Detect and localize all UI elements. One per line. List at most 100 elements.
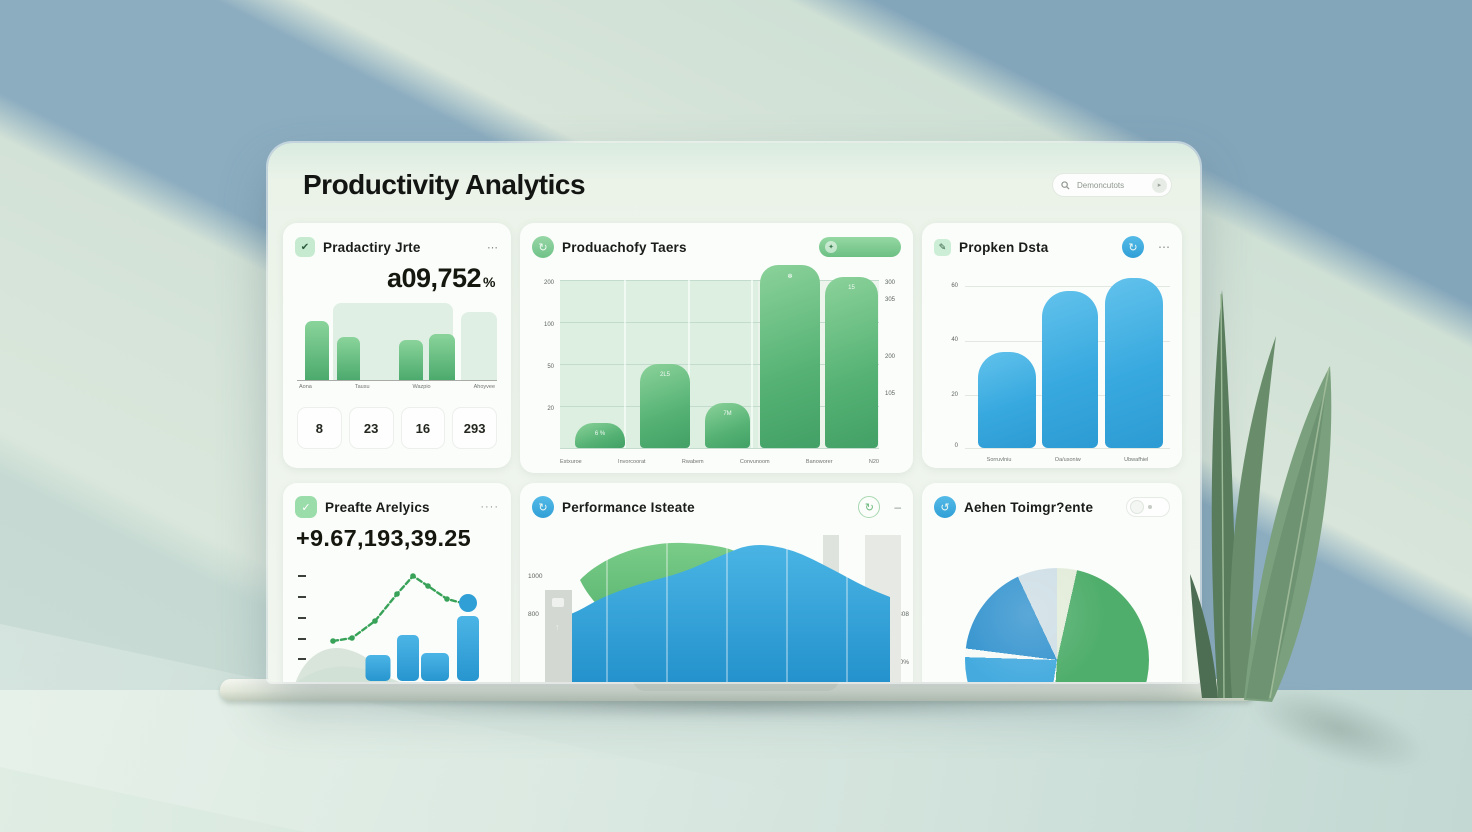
x-axis-label: Invorcoorat <box>618 459 646 465</box>
swirl-circle-icon: ↻ <box>532 496 554 518</box>
laptop-base-notch <box>633 679 839 691</box>
x-axis-label: N20 <box>868 459 879 465</box>
bar <box>978 352 1036 448</box>
sync-circle-button[interactable]: ↻ <box>1122 236 1144 258</box>
dashboard-grid: ✔ Pradactiry Jrte ⋯ a09,752% Aona Tausu Wa… <box>283 223 1182 682</box>
pen-icon: ✎ <box>934 238 951 256</box>
more-menu-button[interactable]: ⋯ <box>1158 240 1170 254</box>
card2-xlabels: Estxuroe Invorcoorat Rwabem Convunoom Banowo… <box>560 459 879 465</box>
y-tick-label: 808 <box>898 611 909 618</box>
gridline <box>560 364 879 365</box>
search-icon <box>1061 180 1070 190</box>
toggle-switch[interactable] <box>1126 497 1170 517</box>
big-metric-value: a09,752% <box>386 263 496 293</box>
y-tick-label: 20 <box>547 406 554 412</box>
bar <box>429 333 455 380</box>
x-axis-label: Tausu <box>354 384 370 390</box>
more-menu-button[interactable]: ⋯ <box>487 241 499 254</box>
y-tick-label: 200 <box>543 280 554 286</box>
card-action-button[interactable]: ✦ <box>819 237 901 257</box>
card-title: Preafte Arelyics <box>325 499 430 515</box>
search-submit-button[interactable]: ▸ <box>1152 177 1167 193</box>
x-axis-label: Ubwafhiel <box>1124 457 1149 463</box>
card-title: Aehen Toimgr?ente <box>964 499 1094 515</box>
y-tick-label: 800 <box>528 611 539 618</box>
card-private-analytics: ✓ Preafte Arelyics ···· +9.67,193,39.25 <box>283 483 511 682</box>
y-tick-label: 200 <box>885 353 896 360</box>
x-axis-label: Banoworer <box>805 459 833 465</box>
card-title: Pradactiry Jrte <box>323 239 421 255</box>
stat-box: 23 <box>348 407 394 449</box>
bar <box>337 336 360 380</box>
laptop-screen: Productivity Analytics ▸ ✔ Pradactiry Jr… <box>268 143 1200 682</box>
y-tick-label: 50 <box>547 364 554 370</box>
y-tick-label: 100 <box>543 322 554 328</box>
gridline <box>560 322 879 323</box>
stat-box: 16 <box>400 407 446 449</box>
card3-yticks: 60 40 20 0 <box>938 283 960 450</box>
pie-chart <box>965 568 1149 682</box>
card-title: Produachofy Taers <box>562 239 687 255</box>
gridline <box>965 448 1170 449</box>
y-tick-label: 305 <box>885 296 896 303</box>
card3-plot <box>965 278 1170 449</box>
bar: ❆ <box>760 264 820 448</box>
card1-bars <box>297 303 497 381</box>
card2-yright: 300 305 200 105 <box>881 280 907 448</box>
button-knob-icon: ✦ <box>825 241 837 253</box>
card-action-timing: ↺ Aehen Toimgr?ente <box>922 483 1182 682</box>
bar: 7M <box>705 402 750 448</box>
card3-xlabels: Sorruvlniu Oa/usoniw Ubwafhiel <box>965 457 1170 463</box>
card-title: Propken Dsta <box>959 239 1049 255</box>
card-productivity-tasks: ↻ Produachofy Taers ✦ 200 100 50 20 6 % 2L5 7… <box>520 223 913 473</box>
plant-leaf-highlight <box>1269 367 1330 699</box>
search-bar[interactable]: ▸ <box>1052 173 1172 197</box>
y-tick-label: 20 <box>951 391 958 398</box>
card1-stats: 8 23 16 293 <box>297 407 497 449</box>
x-axis-label: Ahoyvee <box>473 384 495 390</box>
y-tick-label: 60 <box>951 283 958 289</box>
x-axis-label: Sorruvlniu <box>986 457 1012 463</box>
bar <box>1105 278 1163 448</box>
bar <box>1042 291 1098 448</box>
y-tick-label: 40 <box>951 337 958 344</box>
card2-yleft: 200 100 50 20 <box>532 280 556 448</box>
check-square-icon: ✓ <box>295 496 317 518</box>
globe-circle-icon: ↺ <box>934 496 956 518</box>
big-metric-value: +9.67,193,39.25 <box>296 525 472 551</box>
bar <box>305 321 329 380</box>
stat-box: 293 <box>452 407 497 449</box>
card4-line-bar-chart <box>295 573 479 682</box>
gridline <box>560 448 879 449</box>
card2-plot: 6 % 2L5 7M ❆ 15 <box>560 264 879 449</box>
y-tick-label: 300 <box>885 280 896 286</box>
collapse-menu-button[interactable]: – <box>894 500 901 514</box>
toggle-dot-icon <box>1148 505 1152 509</box>
y-tick-label: 0 <box>954 443 958 450</box>
page-title: Productivity Analytics <box>303 169 586 200</box>
bar: 15 <box>825 276 878 448</box>
x-axis-label: Aona <box>299 384 312 390</box>
gridline <box>560 280 879 281</box>
x-axis-label: Convunoom <box>739 459 770 465</box>
gridline <box>965 286 1170 288</box>
search-input[interactable] <box>1075 179 1145 191</box>
gridline <box>751 280 754 448</box>
bar <box>399 339 423 380</box>
refresh-circle-icon: ↻ <box>532 236 554 258</box>
plant <box>1190 290 1332 702</box>
plant-leaf-highlight <box>1220 293 1225 699</box>
card-productivity-rate: ✔ Pradactiry Jrte ⋯ a09,752% Aona Tausu Wa… <box>283 223 511 468</box>
more-menu-button[interactable]: ···· <box>480 501 499 513</box>
stat-box: 8 <box>297 407 342 449</box>
x-axis-label: Oa/usoniw <box>1054 457 1081 463</box>
toggle-knob <box>1130 500 1144 514</box>
refresh-outline-button[interactable]: ↻ <box>858 496 881 518</box>
gridline <box>687 280 690 448</box>
desk-surface <box>0 690 1472 832</box>
plant-leaf <box>1190 574 1218 698</box>
svg-text:↑: ↑ <box>555 622 560 632</box>
card-proplen-data: ✎ Propken Dsta ↻ ⋯ 60 40 20 0 Sorruvlniu Oa/… <box>922 223 1182 468</box>
card1-xlabels: Aona Tausu Wazpio Ahoyvee <box>299 384 495 390</box>
